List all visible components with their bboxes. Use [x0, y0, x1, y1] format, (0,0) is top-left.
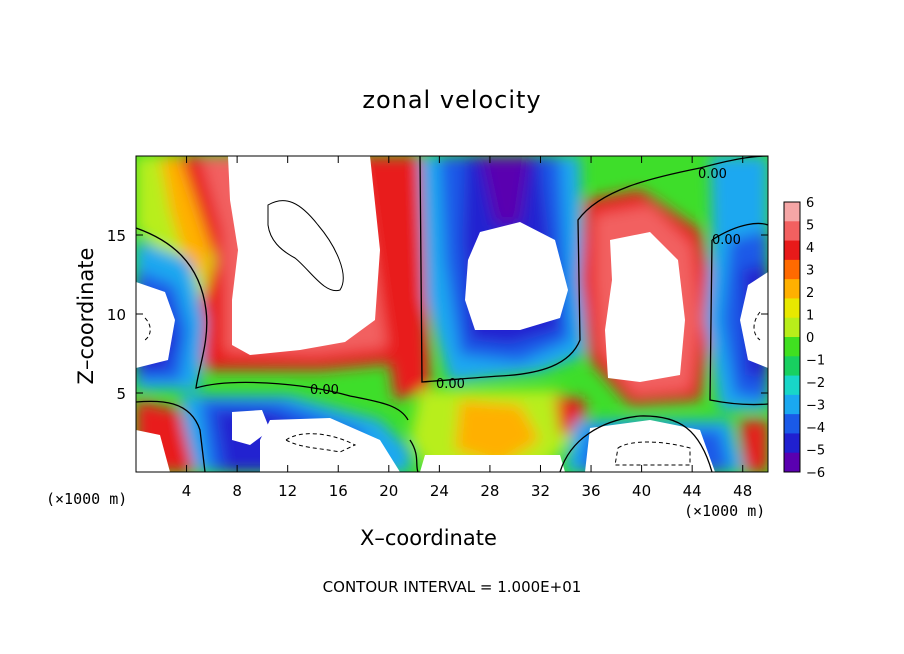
colorbar-tick-label: 4	[806, 241, 814, 256]
colorbar-tick-label: −2	[806, 376, 825, 391]
colorbar-tick-label: −6	[806, 466, 825, 481]
colorbar-swatch	[784, 414, 800, 434]
y-tick-label: 10	[107, 306, 126, 324]
x-tick-label: 16	[329, 482, 348, 500]
x-tick-label: 48	[733, 482, 752, 500]
x-tick-label: 4	[182, 482, 192, 500]
colorbar-swatch	[784, 202, 800, 222]
colorbar-swatch	[784, 279, 800, 299]
x-tick-label: 20	[379, 482, 398, 500]
colorbar-swatch	[784, 298, 800, 319]
x-tick-label: 40	[632, 482, 651, 500]
contour-labels: 0.00 0.00 0.00 0.00	[310, 167, 741, 398]
x-tick-label: 32	[531, 482, 550, 500]
contour-label: 0.00	[436, 377, 465, 392]
colorbar-swatch	[784, 433, 800, 454]
colorbar-tick-label: −1	[806, 354, 825, 369]
x-tick-label: 36	[581, 482, 600, 500]
colorbar-swatch	[784, 337, 800, 357]
y-axis: 5 10 15	[107, 227, 768, 403]
colorbar-tick-label: −5	[806, 444, 825, 459]
colorbar-tick-label: −3	[806, 399, 825, 414]
contour-label: 0.00	[712, 233, 741, 248]
colorbar-swatch	[784, 240, 800, 261]
colorbar-swatch	[784, 375, 800, 396]
x-unit-left: (×1000 m)	[46, 490, 128, 508]
colorbar-tick-label: 3	[806, 264, 814, 279]
colorbar-tick-label: 1	[806, 309, 814, 324]
colorbar-tick-label: 0	[806, 331, 814, 346]
colorbar-tick-label: −4	[806, 421, 825, 436]
colorbar-swatch	[784, 356, 800, 377]
contour-label: 0.00	[698, 167, 727, 182]
x-axis: 4 8 12 16 20 24 28 32 36 40 44 48	[182, 156, 752, 500]
colorbar: 6 5 4 3 2 1 0 −1 −2 −3 −4 −5 −6	[783, 196, 825, 481]
contour-label: 0.00	[310, 383, 339, 398]
x-tick-label: 8	[232, 482, 242, 500]
colorbar-swatch	[784, 259, 800, 280]
x-tick-label: 12	[278, 482, 297, 500]
contour-interval-footer: CONTOUR INTERVAL = 1.000E+01	[322, 578, 582, 596]
colorbar-swatch	[784, 221, 800, 242]
x-axis-label: X–coordinate	[360, 526, 497, 550]
heatmap-field	[136, 156, 768, 472]
colorbar-swatch	[784, 394, 800, 415]
x-tick-label: 24	[430, 482, 449, 500]
x-tick-label: 44	[683, 482, 702, 500]
x-tick-label: 28	[480, 482, 499, 500]
colorbar-tick-label: 6	[806, 196, 814, 211]
colorbar-swatch	[784, 317, 800, 338]
colorbar-tick-label: 5	[806, 219, 814, 234]
chart-title: zonal velocity	[362, 86, 542, 114]
colorbar-frame	[783, 201, 801, 473]
y-tick-label: 15	[107, 227, 126, 245]
colorbar-tick-label: 2	[806, 286, 814, 301]
x-unit-right: (×1000 m)	[684, 502, 766, 520]
y-tick-label: 5	[116, 385, 126, 403]
contour-lines	[136, 156, 768, 472]
colorbar-swatch	[784, 452, 800, 473]
